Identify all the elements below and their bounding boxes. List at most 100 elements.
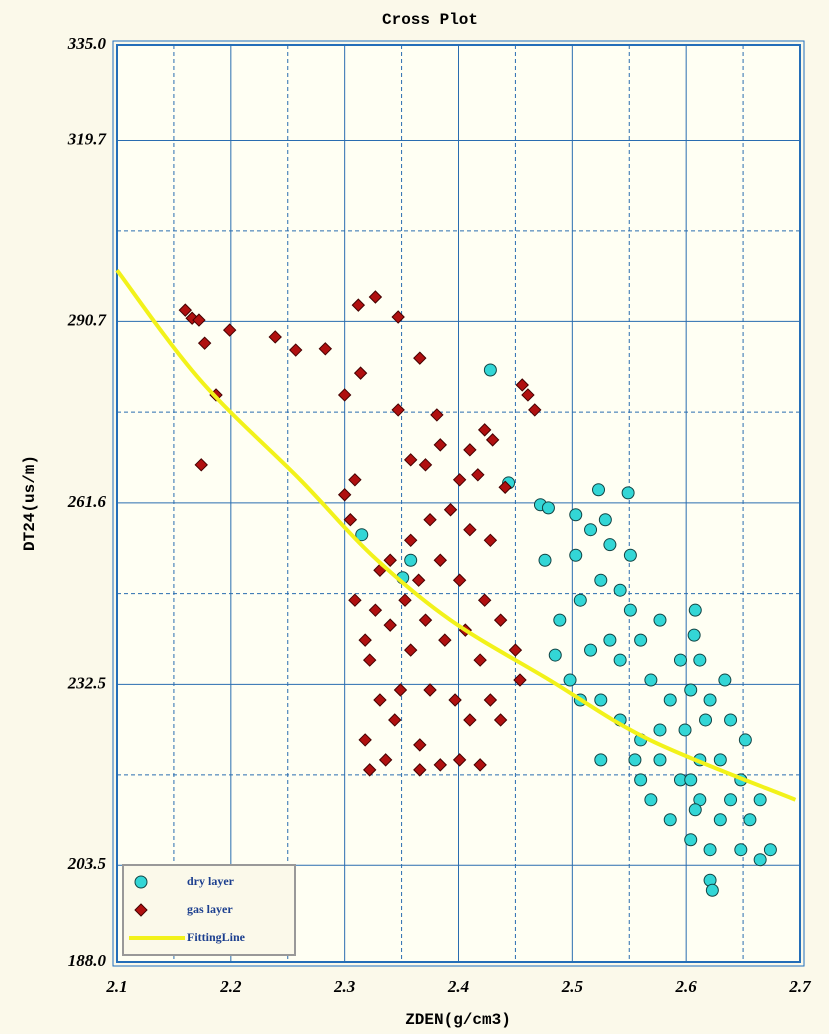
point: [483, 693, 498, 707]
point: [353, 366, 368, 380]
point: [358, 733, 372, 747]
y-axis-label: DT24(us/m): [21, 455, 39, 551]
point: [538, 553, 552, 567]
x-tick-label: 2.1: [105, 977, 127, 996]
legend-label: FittingLine: [187, 930, 246, 944]
x-tick-label: 2.5: [561, 977, 584, 996]
point: [592, 483, 606, 497]
point: [684, 683, 698, 697]
point: [688, 603, 702, 617]
point: [653, 753, 667, 767]
point: [404, 553, 418, 567]
point: [413, 763, 427, 777]
point: [383, 618, 397, 632]
point: [584, 523, 598, 537]
point: [724, 713, 738, 727]
point: [268, 330, 282, 344]
point: [430, 408, 444, 422]
point: [569, 548, 583, 562]
point: [688, 803, 702, 817]
point: [197, 336, 212, 350]
point: [603, 538, 617, 552]
point: [634, 633, 648, 647]
point: [403, 533, 418, 548]
x-tick-label: 2.2: [219, 977, 242, 996]
point: [498, 480, 512, 494]
x-tick-label: 2.3: [333, 977, 356, 996]
point: [452, 573, 467, 587]
point: [452, 473, 467, 487]
point: [485, 433, 500, 447]
point: [483, 363, 497, 377]
y-tick-label: 319.7: [67, 129, 108, 148]
point: [563, 673, 577, 687]
point: [418, 613, 433, 627]
point: [413, 738, 427, 752]
chart-title: Cross Plot: [382, 11, 478, 29]
point: [738, 733, 752, 747]
point: [289, 343, 303, 357]
point: [663, 813, 677, 827]
point: [703, 693, 717, 707]
point: [548, 648, 562, 662]
point: [318, 342, 333, 356]
point: [687, 628, 701, 642]
point: [403, 453, 418, 467]
point: [541, 501, 555, 515]
point: [355, 528, 369, 542]
point: [699, 713, 713, 727]
point: [388, 713, 402, 727]
y-tick-label: 290.7: [67, 310, 108, 329]
point: [623, 548, 637, 562]
point: [368, 603, 383, 617]
marks: [115, 268, 797, 897]
legend-label: dry layer: [187, 874, 235, 888]
x-tick-label: 2.6: [675, 977, 698, 996]
y-tick-label: 335.0: [67, 34, 107, 53]
point: [634, 773, 648, 787]
point: [368, 290, 383, 304]
point: [569, 508, 583, 522]
point: [463, 443, 477, 457]
point: [684, 773, 698, 787]
point: [653, 613, 667, 627]
plot-frame: [112, 40, 805, 967]
point: [194, 458, 208, 472]
y-tick-label: 261.6: [67, 492, 107, 511]
point: [613, 583, 627, 597]
point: [477, 593, 492, 607]
point: [513, 673, 527, 687]
point: [423, 513, 437, 527]
point: [621, 486, 635, 500]
point: [693, 653, 707, 667]
point: [433, 758, 447, 772]
legend-label: gas layer: [187, 902, 233, 916]
point: [603, 633, 617, 647]
point: [363, 653, 377, 667]
y-tick-label: 188.0: [68, 951, 107, 970]
point: [348, 593, 362, 607]
point: [222, 323, 237, 337]
point: [521, 388, 535, 402]
point: [398, 593, 412, 607]
point: [337, 388, 352, 402]
point: [423, 683, 437, 697]
legend: dry layer gas layer FittingLine: [122, 864, 296, 956]
point: [724, 793, 738, 807]
x-tick-label: 2.4: [447, 977, 469, 996]
point: [528, 403, 542, 417]
point: [438, 633, 452, 647]
point: [713, 813, 727, 827]
point: [515, 378, 529, 392]
point: [703, 843, 717, 857]
point: [644, 673, 658, 687]
point: [598, 513, 612, 527]
point: [391, 310, 405, 324]
grid: 335.0 319.7 290.7 261.6 232.5 203.5 188.0 2.1 2.…: [67, 34, 812, 996]
point: [443, 503, 458, 517]
point: [418, 458, 433, 472]
y-tick-label: 203.5: [67, 854, 107, 873]
point: [463, 522, 477, 537]
point: [594, 573, 608, 587]
